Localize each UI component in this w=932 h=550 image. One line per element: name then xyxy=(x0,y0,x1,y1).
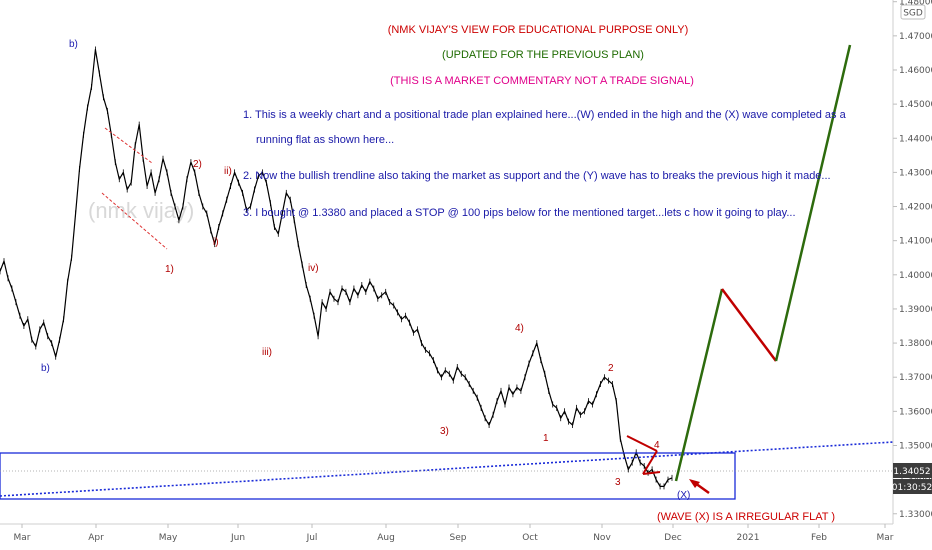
wave-label-sub-1: 1 xyxy=(543,433,549,444)
price-tick-label: 1.46000 xyxy=(899,66,932,76)
time-tick-label: Aug xyxy=(377,533,395,543)
current-price-value: 1.34052 xyxy=(893,467,930,477)
bullish-trendline xyxy=(0,441,894,497)
price-axis[interactable]: 1.48000 1.47000 1.46000 1.45000 1.44000 1.430… xyxy=(893,0,932,520)
price-series-line xyxy=(0,48,673,487)
time-tick-label: 2021 xyxy=(737,533,760,543)
wave-label-2: 2) xyxy=(193,159,202,170)
wave-label-sub-4: 4 xyxy=(654,440,660,451)
wave-label-x: (X) xyxy=(677,490,690,501)
title-disclaimer: (NMK VIJAY'S VIEW FOR EDUCATIONAL PURPOS… xyxy=(388,24,689,36)
wave-label-iv: iv) xyxy=(308,263,319,274)
subtitle-update: (UPDATED FOR THE PREVIOUS PLAN) xyxy=(442,49,644,61)
time-tick-label: Nov xyxy=(593,533,611,543)
wave-label-iii: iii) xyxy=(262,347,272,358)
time-tick-label: Mar xyxy=(877,533,894,543)
time-tick-label: Mar xyxy=(14,533,31,543)
wave-label-sub-3: 3 xyxy=(615,477,621,488)
wave-label-sub-2: 2 xyxy=(608,363,614,374)
time-axis[interactable]: Mar Apr May Jun Jul Aug Sep Oct Nov Dec 2021 Feb Mar xyxy=(14,524,894,543)
support-box xyxy=(0,452,736,500)
price-tick-label: 1.41000 xyxy=(899,237,932,247)
price-tick-label: 1.39000 xyxy=(899,305,932,315)
price-tick-label: 1.42000 xyxy=(899,203,932,213)
price-tick-label: 1.37000 xyxy=(899,373,932,383)
time-tick-label: Feb xyxy=(811,533,827,543)
price-series xyxy=(0,46,673,490)
price-tick-label: 1.44000 xyxy=(899,134,932,144)
time-tick-label: Dec xyxy=(664,533,681,543)
time-tick-label: Apr xyxy=(88,533,104,543)
wave-label-i: i) xyxy=(213,237,219,248)
subtitle-commentary: (THIS IS A MARKET COMMENTARY NOT A TRADE… xyxy=(390,75,694,87)
ending-triangle xyxy=(626,435,661,475)
time-tick-label: Jul xyxy=(306,533,318,543)
wave-label-b-bottom: b) xyxy=(41,363,50,374)
price-tick-label: 1.33000 xyxy=(899,510,932,520)
wave-label-ii: ii) xyxy=(224,166,232,177)
price-tick-label: 1.48000 xyxy=(899,0,932,8)
note-1-line-2: running flat as shown here... xyxy=(256,134,394,146)
time-tick-label: May xyxy=(159,533,178,543)
note-2: 2. Now the bullish trendline also taking… xyxy=(243,170,831,182)
current-price-tag: 1.34052 01:30:52 xyxy=(892,463,932,494)
time-tick-label: Oct xyxy=(522,533,538,543)
time-tick-label: Jun xyxy=(230,533,245,543)
currency-label: SGD xyxy=(903,9,923,19)
price-tick-label: 1.40000 xyxy=(899,271,932,281)
currency-badge: SGD xyxy=(900,4,926,20)
wave-label-3: 3) xyxy=(440,426,449,437)
price-tick-label: 1.38000 xyxy=(899,339,932,349)
price-tick-label: 1.36000 xyxy=(899,407,932,417)
candle-countdown: 01:30:52 xyxy=(892,483,932,493)
time-tick-label: Sep xyxy=(450,533,467,543)
price-tick-label: 1.35000 xyxy=(899,441,932,451)
note-1-line-1: 1. This is a weekly chart and a position… xyxy=(243,109,847,121)
channel-lines xyxy=(101,127,168,250)
price-tick-label: 1.43000 xyxy=(899,168,932,178)
price-tick-label: 1.47000 xyxy=(899,32,932,42)
wave-projection xyxy=(674,44,852,482)
x-wave-arrow xyxy=(689,479,710,495)
footer-note: (WAVE (X) IS A IRREGULAR FLAT ) xyxy=(657,511,835,523)
price-tick-label: 1.45000 xyxy=(899,100,932,110)
wave-label-1: 1) xyxy=(165,264,174,275)
wave-label-4: 4) xyxy=(515,323,524,334)
note-3: 3. I bought @ 1.3380 and placed a STOP @… xyxy=(243,207,796,219)
wave-label-b-top: b) xyxy=(69,39,78,50)
